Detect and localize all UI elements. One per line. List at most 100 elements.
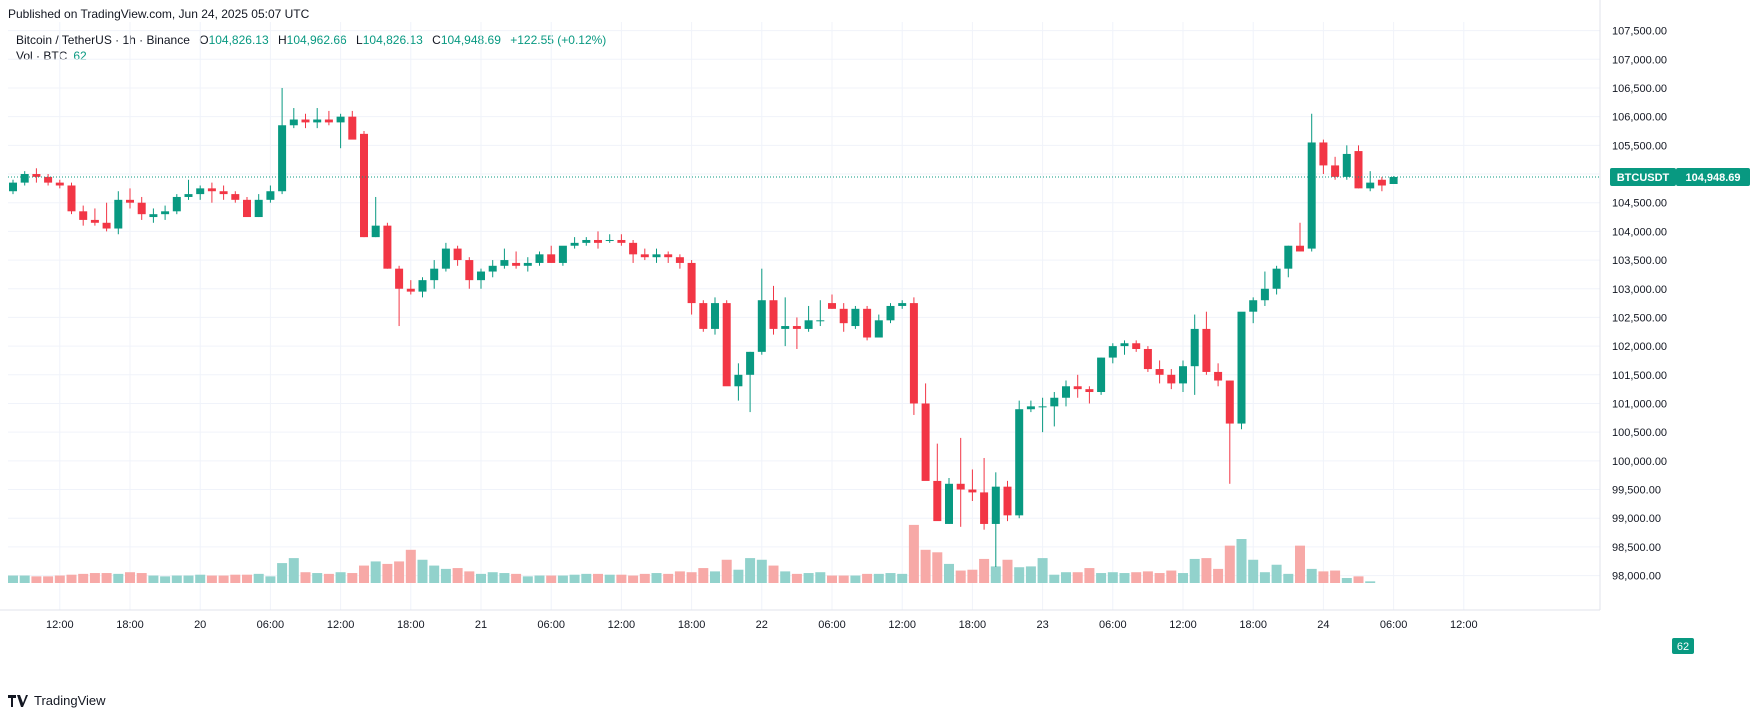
time-tick-label: 12:00 [888, 619, 916, 631]
candle-body [1015, 409, 1024, 516]
volume-bar [1271, 564, 1282, 583]
time-tick-label: 06:00 [818, 619, 846, 631]
volume-bar [452, 568, 463, 583]
candle-body [149, 214, 158, 218]
low-label: L [356, 33, 363, 47]
time-tick-label: 18:00 [116, 619, 144, 631]
price-tick-label: 107,500.00 [1612, 26, 1667, 38]
volume-bar [1037, 558, 1048, 583]
candle-body [956, 483, 965, 490]
volume-bar [335, 572, 346, 583]
time-tick-label: 06:00 [1380, 619, 1408, 631]
candle-body [406, 288, 415, 292]
volume-bar [710, 571, 720, 583]
candle-body [828, 303, 836, 309]
candle-body [430, 268, 439, 281]
volume-bar [440, 568, 451, 583]
candle-body [441, 248, 450, 269]
price-tick-label: 100,000.00 [1612, 456, 1667, 468]
candle-body [512, 262, 521, 266]
published-caption: Published on TradingView.com, Jun 24, 20… [8, 7, 310, 21]
volume-bar [1353, 576, 1364, 583]
volume-bar [1014, 567, 1025, 583]
volume-bar [43, 576, 54, 583]
volume-tag-text: 62 [1677, 641, 1689, 653]
price-tick-label: 100,500.00 [1612, 427, 1667, 439]
volume-bar [745, 558, 756, 583]
candle-body [816, 320, 825, 322]
candle-body [1307, 142, 1316, 249]
candle-body [219, 191, 228, 195]
candle-body [266, 191, 275, 200]
time-tick-label: 06:00 [1099, 619, 1127, 631]
volume-bar [698, 568, 709, 583]
price-tick-label: 102,500.00 [1612, 312, 1667, 324]
volume-bar [265, 576, 276, 583]
candle-body [1085, 389, 1094, 393]
candle-body [1366, 182, 1375, 189]
volume-bar [651, 573, 662, 583]
candle-body [32, 174, 41, 177]
volume-bar [686, 572, 697, 583]
volume-bar [347, 573, 358, 583]
price-axis[interactable]: 98,000.00 98,500.00 99,000.00 99,500.00 100,… [1599, 0, 1667, 610]
candle-body [851, 308, 860, 327]
candle-body [945, 483, 953, 524]
volume-bar [628, 575, 639, 583]
candle-body [1190, 328, 1199, 367]
volume-bar [1131, 572, 1142, 583]
candle-body [699, 303, 708, 329]
candle-body [67, 185, 76, 212]
volume-bar [218, 575, 229, 583]
candle-body [1342, 153, 1351, 177]
candle-body [968, 489, 977, 493]
volume-bar [1049, 574, 1060, 583]
volume-bar [768, 565, 779, 583]
volume-bar [932, 552, 943, 583]
candle-body [792, 326, 801, 329]
volume-bar [195, 574, 206, 583]
candle-body [1108, 346, 1117, 358]
volume-bar [979, 558, 990, 583]
candle-body [886, 305, 895, 321]
volume-bar [136, 573, 147, 583]
time-tick-label: 12:00 [608, 619, 636, 631]
candle-body [20, 174, 29, 183]
candle-body [535, 254, 544, 263]
volume-bar [78, 573, 89, 583]
price-tick-label: 103,500.00 [1612, 255, 1667, 267]
footer-brand[interactable]: TradingView [8, 693, 106, 708]
candle-body [161, 211, 170, 215]
candle-body [863, 308, 872, 338]
volume-bar [721, 559, 732, 583]
volume-bar [1189, 558, 1200, 583]
time-tick-label: 12:00 [1169, 619, 1197, 631]
time-axis[interactable]: 12:00 18:00 20 06:00 12:00 18:00 21 06:00 12:00 1… [0, 609, 1600, 631]
candle-body [640, 254, 649, 258]
candle-body [9, 182, 17, 192]
volume-bar [464, 571, 475, 583]
volume-bar [1002, 559, 1013, 583]
candle-body [547, 254, 556, 263]
price-tick-label: 98,000.00 [1612, 571, 1661, 583]
volume-bar [944, 563, 954, 583]
price-tick-label: 104,000.00 [1612, 226, 1667, 238]
volume-bar [1061, 572, 1071, 583]
candle-body [769, 300, 778, 329]
volume-bar [511, 573, 522, 583]
candle-body [839, 308, 848, 324]
candle-body [360, 133, 368, 238]
time-tick-label: 20 [194, 619, 206, 631]
volume-bar [1330, 570, 1341, 583]
candle-body [991, 486, 1000, 524]
candle-body [207, 188, 216, 192]
candle-body [324, 119, 333, 123]
volume-bar [733, 569, 744, 583]
volume-bar [569, 574, 580, 583]
high-label: H [277, 33, 287, 47]
volume-bar [1306, 568, 1317, 583]
high-value: 104,962.66 [286, 33, 347, 47]
ticker-tag-bg [1610, 167, 1676, 186]
candle-body [582, 239, 591, 243]
